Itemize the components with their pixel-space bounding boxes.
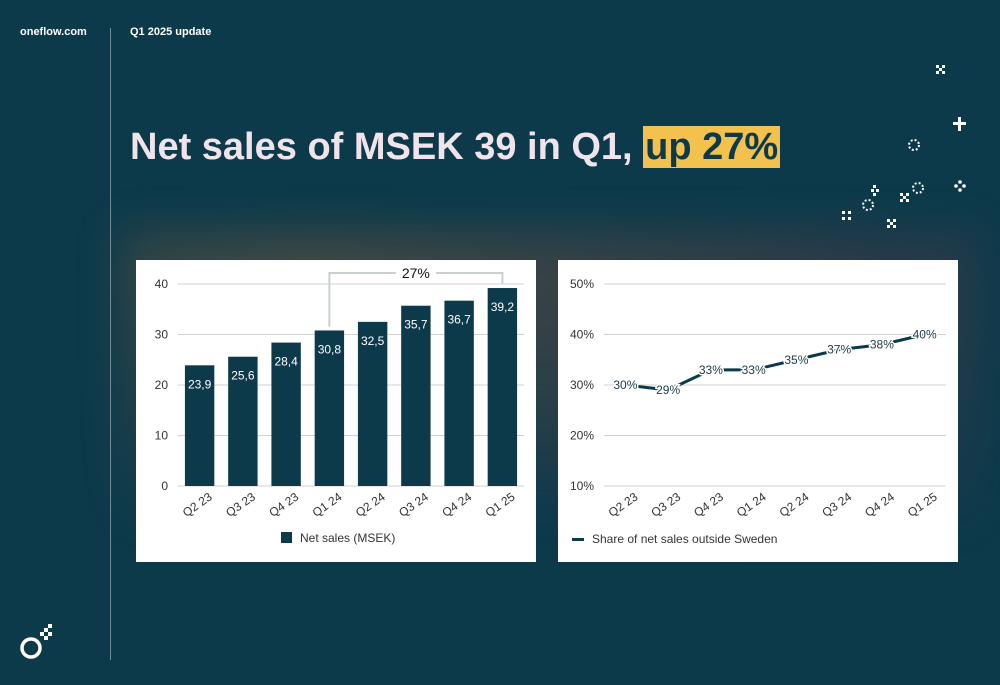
bar (271, 342, 301, 486)
y-tick-label: 30 (155, 328, 169, 342)
data-label: 29% (656, 383, 680, 397)
bar (228, 356, 258, 486)
x-tick-label: Q1 24 (310, 489, 345, 519)
bar (357, 321, 388, 486)
headline-highlight: up 27% (643, 126, 781, 168)
y-tick-label: 40 (155, 277, 169, 291)
x-tick-label: Q3 23 (648, 489, 683, 519)
x-tick-label: Q1 24 (734, 489, 769, 519)
x-tick-label: Q2 24 (777, 489, 812, 519)
x-tick-label: Q2 23 (180, 489, 215, 519)
data-label: 23,9 (188, 377, 212, 391)
x-tick-label: Q1 25 (483, 489, 518, 519)
data-label: 30% (613, 378, 637, 392)
oneflow-logo-icon (20, 624, 52, 659)
x-tick-label: Q2 24 (353, 489, 388, 519)
data-label: 25,6 (231, 369, 255, 383)
x-tick-label: Q4 23 (266, 489, 301, 519)
data-label: 38% (870, 338, 894, 352)
data-label: 40% (913, 328, 937, 342)
bar (401, 305, 431, 486)
net-sales-chart-panel: 0 10 20 30 40 23,9 Q2 23 25,6 Q3 23 28,4 Q4 23 30,8… (136, 260, 536, 562)
y-tick-label: 40% (570, 328, 594, 342)
x-tick-label: Q3 24 (819, 489, 854, 519)
data-label: 32,5 (361, 334, 385, 348)
data-point (794, 358, 798, 362)
page-title: Net sales of MSEK 39 in Q1, up 27% (130, 122, 781, 172)
data-label: 30,8 (318, 342, 342, 356)
x-tick-label: Q4 24 (439, 489, 474, 519)
data-point (837, 348, 841, 352)
legend-label: Net sales (MSEK) (300, 531, 395, 545)
data-label: 37% (827, 343, 851, 357)
brand-link[interactable]: oneflow.com (20, 26, 87, 38)
growth-annotation: 27% (402, 265, 430, 281)
legend-label: Share of net sales outside Sweden (592, 532, 777, 546)
period-label: Q1 2025 update (130, 26, 212, 38)
y-tick-label: 10 (155, 429, 169, 443)
bar (184, 365, 215, 486)
share-outside-sweden-line-chart: 10% 20% 30% 40% 50% 30% Q2 23 29% Q3 23 33% Q4 23 3… (570, 277, 946, 546)
legend-swatch (281, 532, 292, 543)
data-label: 36,7 (447, 313, 471, 327)
data-label: 35,7 (404, 318, 428, 332)
bar (487, 288, 518, 486)
data-label: 33% (699, 363, 723, 377)
sparkle-icon (842, 65, 966, 228)
legend-swatch (572, 538, 584, 541)
x-tick-label: Q4 23 (691, 489, 726, 519)
bar (314, 330, 345, 486)
x-tick-label: Q3 24 (396, 489, 431, 519)
y-tick-label: 0 (161, 479, 168, 493)
data-point (709, 368, 713, 372)
y-tick-label: 20 (155, 378, 169, 392)
y-tick-label: 10% (570, 479, 594, 493)
data-point (623, 383, 627, 387)
data-label: 28,4 (274, 355, 298, 369)
annotation-background (395, 263, 436, 283)
y-tick-label: 50% (570, 277, 594, 291)
y-tick-label: 20% (570, 429, 594, 443)
data-label: 39,2 (491, 300, 515, 314)
data-point (666, 388, 670, 392)
series-line (625, 333, 925, 392)
x-tick-label: Q1 25 (905, 489, 940, 519)
vertical-divider (110, 28, 111, 660)
y-tick-label: 30% (570, 378, 594, 392)
data-point (923, 333, 927, 336)
bar (444, 300, 474, 486)
data-point (880, 343, 884, 347)
x-tick-label: Q4 24 (862, 489, 897, 519)
data-label: 33% (742, 363, 766, 377)
net-sales-bar-chart: 0 10 20 30 40 23,9 Q2 23 25,6 Q3 23 28,4 Q4 23 30,8… (155, 263, 524, 545)
x-tick-label: Q3 23 (223, 489, 258, 519)
share-outside-sweden-chart-panel: 10% 20% 30% 40% 50% 30% Q2 23 29% Q3 23 33% Q4 23 3… (558, 260, 958, 562)
headline-main: Net sales of MSEK 39 in Q1, (130, 126, 644, 168)
data-point (752, 368, 756, 372)
x-tick-label: Q2 23 (606, 489, 641, 519)
data-label: 35% (784, 353, 808, 367)
